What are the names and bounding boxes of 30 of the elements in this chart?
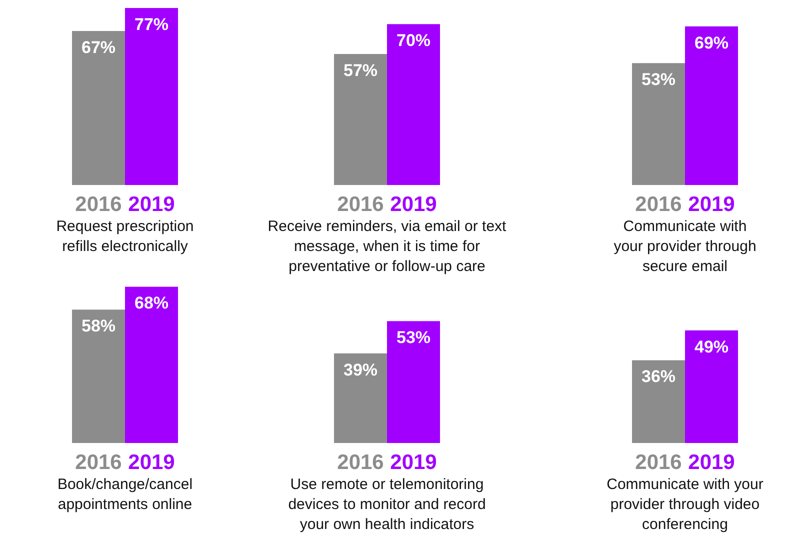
data-label: 68% — [134, 294, 169, 313]
x-tick-label: 2019 — [688, 451, 735, 474]
data-label: 53% — [641, 70, 676, 90]
data-label: 69% — [694, 33, 729, 52]
data-label: 39% — [343, 360, 378, 380]
data-label: 53% — [396, 328, 431, 348]
x-tick-label: 2016 — [337, 451, 384, 474]
x-axis-title: Request prescription refills electronically — [55, 217, 195, 257]
x-tick-label: 2019 — [688, 193, 735, 216]
x-tick-label: 2016 — [75, 451, 122, 474]
x-axis-title: Communicate with your provider through video conferencing — [606, 475, 764, 535]
data-label: 70% — [396, 31, 431, 50]
data-label: 36% — [641, 367, 676, 386]
x-tick-label: 2016 — [635, 451, 682, 474]
x-tick-label: 2019 — [390, 193, 437, 216]
data-label: 49% — [694, 337, 729, 356]
x-axis-title: Book/change/cancel appointments online — [56, 475, 194, 515]
data-label: 57% — [343, 60, 378, 80]
x-tick-label: 2019 — [128, 451, 175, 474]
data-label: 77% — [134, 15, 169, 34]
data-label: 67% — [81, 38, 116, 57]
x-axis-title: Communicate with your provider through secure email — [612, 217, 758, 277]
x-axis-title: Use remote or telemonitoring devices to monitor and record your own health indicators — [287, 475, 487, 535]
x-tick-label: 2016 — [635, 193, 682, 216]
x-axis-title: Receive reminders, via email or text message, when it is time for preventative or follow-up care — [266, 217, 508, 277]
x-tick-label: 2019 — [390, 451, 437, 474]
x-tick-label: 2019 — [128, 193, 175, 216]
x-tick-label: 2016 — [337, 193, 384, 216]
data-label: 58% — [81, 316, 116, 336]
x-tick-label: 2016 — [75, 193, 122, 216]
